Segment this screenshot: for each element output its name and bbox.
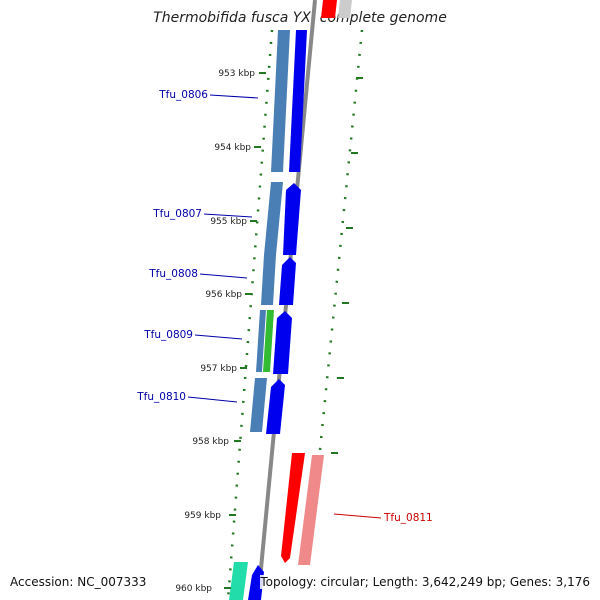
gene-tfu-0810-arrow[interactable] bbox=[266, 379, 285, 434]
gene-tfu-0811-outer[interactable] bbox=[298, 455, 324, 565]
gene-tfu-0806-arrow[interactable] bbox=[289, 30, 307, 172]
gene-tfu-0806-outer[interactable] bbox=[271, 30, 290, 172]
gene-label[interactable]: Tfu_0810 bbox=[136, 391, 186, 403]
tick-label: 958 kbp bbox=[192, 437, 229, 447]
tick-953: 953 kbp bbox=[218, 69, 266, 79]
tick-label: 954 kbp bbox=[214, 143, 251, 153]
gene-label[interactable]: Tfu_0809 bbox=[143, 329, 193, 341]
feature-bottom-teal[interactable] bbox=[229, 562, 248, 600]
gene-tfu-0807-arrow[interactable] bbox=[283, 183, 301, 255]
label-tfu-0807[interactable]: Tfu_0807 bbox=[152, 208, 253, 220]
gene-label[interactable]: Tfu_0811 bbox=[383, 512, 433, 524]
label-tfu-0806[interactable]: Tfu_0806 bbox=[158, 89, 259, 101]
feature-bottom-blue[interactable] bbox=[248, 565, 264, 600]
label-tfu-0810[interactable]: Tfu_0810 bbox=[136, 391, 238, 403]
gene-tfu-0809-green[interactable] bbox=[263, 310, 274, 372]
feature-top-gray[interactable] bbox=[338, 0, 352, 18]
tick-958: 958 kbp bbox=[192, 437, 241, 447]
tick-959: 959 kbp bbox=[184, 511, 236, 521]
gene-tfu-0807-outer[interactable] bbox=[264, 182, 283, 255]
gene-tfu-0809-arrow[interactable] bbox=[273, 311, 292, 374]
right-dotted-guide bbox=[316, 29, 364, 471]
gene-tfu-0809-outer[interactable] bbox=[256, 310, 266, 372]
gene-label[interactable]: Tfu_0806 bbox=[158, 89, 208, 101]
accession-text: Accession: NC_007333 bbox=[10, 575, 147, 589]
gene-tfu-0808-outer[interactable] bbox=[261, 255, 276, 305]
gene-tfu-0810-outer[interactable] bbox=[250, 378, 267, 432]
tick-955: 955 kbp bbox=[210, 217, 257, 227]
gene-tfu-0808-arrow[interactable] bbox=[279, 257, 296, 305]
tick-label: 956 kbp bbox=[205, 290, 242, 300]
tick-954: 954 kbp bbox=[214, 143, 261, 153]
tick-label: 953 kbp bbox=[218, 69, 255, 79]
tick-956: 956 kbp bbox=[205, 290, 252, 300]
label-tfu-0808[interactable]: Tfu_0808 bbox=[148, 268, 248, 280]
tick-label: 960 kbp bbox=[175, 584, 212, 594]
tick-label: 955 kbp bbox=[210, 217, 247, 227]
feature-top-red[interactable] bbox=[321, 0, 337, 18]
gene-label[interactable]: Tfu_0808 bbox=[148, 268, 198, 280]
tick-957: 957 kbp bbox=[200, 364, 247, 374]
map-title: Thermobifida fusca YX, complete genome bbox=[153, 10, 447, 26]
tick-label: 959 kbp bbox=[184, 511, 221, 521]
tick-label: 957 kbp bbox=[200, 364, 237, 374]
gene-tfu-0811-arrow[interactable] bbox=[281, 453, 305, 563]
label-tfu-0811[interactable]: Tfu_0811 bbox=[333, 512, 433, 524]
tick-960: 960 kbp bbox=[175, 584, 231, 594]
label-tfu-0809[interactable]: Tfu_0809 bbox=[143, 329, 243, 341]
genome-summary-text: Topology: circular; Length: 3,642,249 bp… bbox=[260, 575, 590, 589]
gene-label[interactable]: Tfu_0807 bbox=[152, 208, 202, 220]
